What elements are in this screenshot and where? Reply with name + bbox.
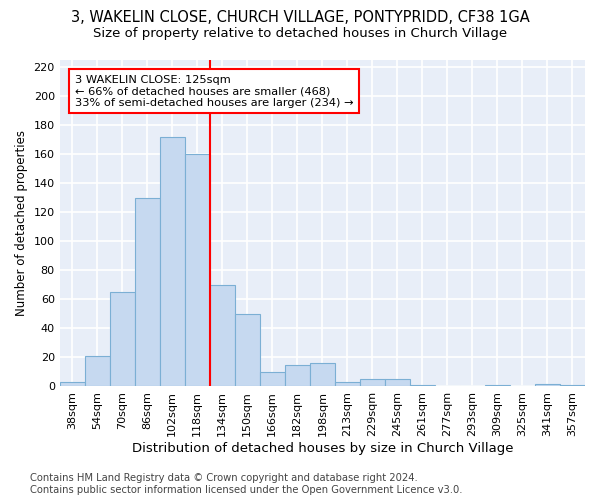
- Text: Size of property relative to detached houses in Church Village: Size of property relative to detached ho…: [93, 28, 507, 40]
- Bar: [59, 382, 85, 386]
- Bar: [85, 356, 110, 386]
- Bar: [535, 384, 560, 386]
- Text: Contains HM Land Registry data © Crown copyright and database right 2024.
Contai: Contains HM Land Registry data © Crown c…: [30, 474, 463, 495]
- Bar: [135, 198, 160, 386]
- Bar: [260, 372, 285, 386]
- Bar: [285, 364, 310, 386]
- Bar: [485, 385, 510, 386]
- Bar: [310, 363, 335, 386]
- Bar: [410, 385, 435, 386]
- X-axis label: Distribution of detached houses by size in Church Village: Distribution of detached houses by size …: [131, 442, 513, 455]
- Text: 3 WAKELIN CLOSE: 125sqm
← 66% of detached houses are smaller (468)
33% of semi-d: 3 WAKELIN CLOSE: 125sqm ← 66% of detache…: [75, 74, 353, 108]
- Bar: [235, 314, 260, 386]
- Bar: [335, 382, 360, 386]
- Bar: [360, 379, 385, 386]
- Bar: [185, 154, 210, 386]
- Bar: [160, 137, 185, 386]
- Text: 3, WAKELIN CLOSE, CHURCH VILLAGE, PONTYPRIDD, CF38 1GA: 3, WAKELIN CLOSE, CHURCH VILLAGE, PONTYP…: [71, 10, 529, 25]
- Bar: [210, 285, 235, 386]
- Bar: [560, 385, 585, 386]
- Y-axis label: Number of detached properties: Number of detached properties: [15, 130, 28, 316]
- Bar: [110, 292, 135, 386]
- Bar: [385, 379, 410, 386]
